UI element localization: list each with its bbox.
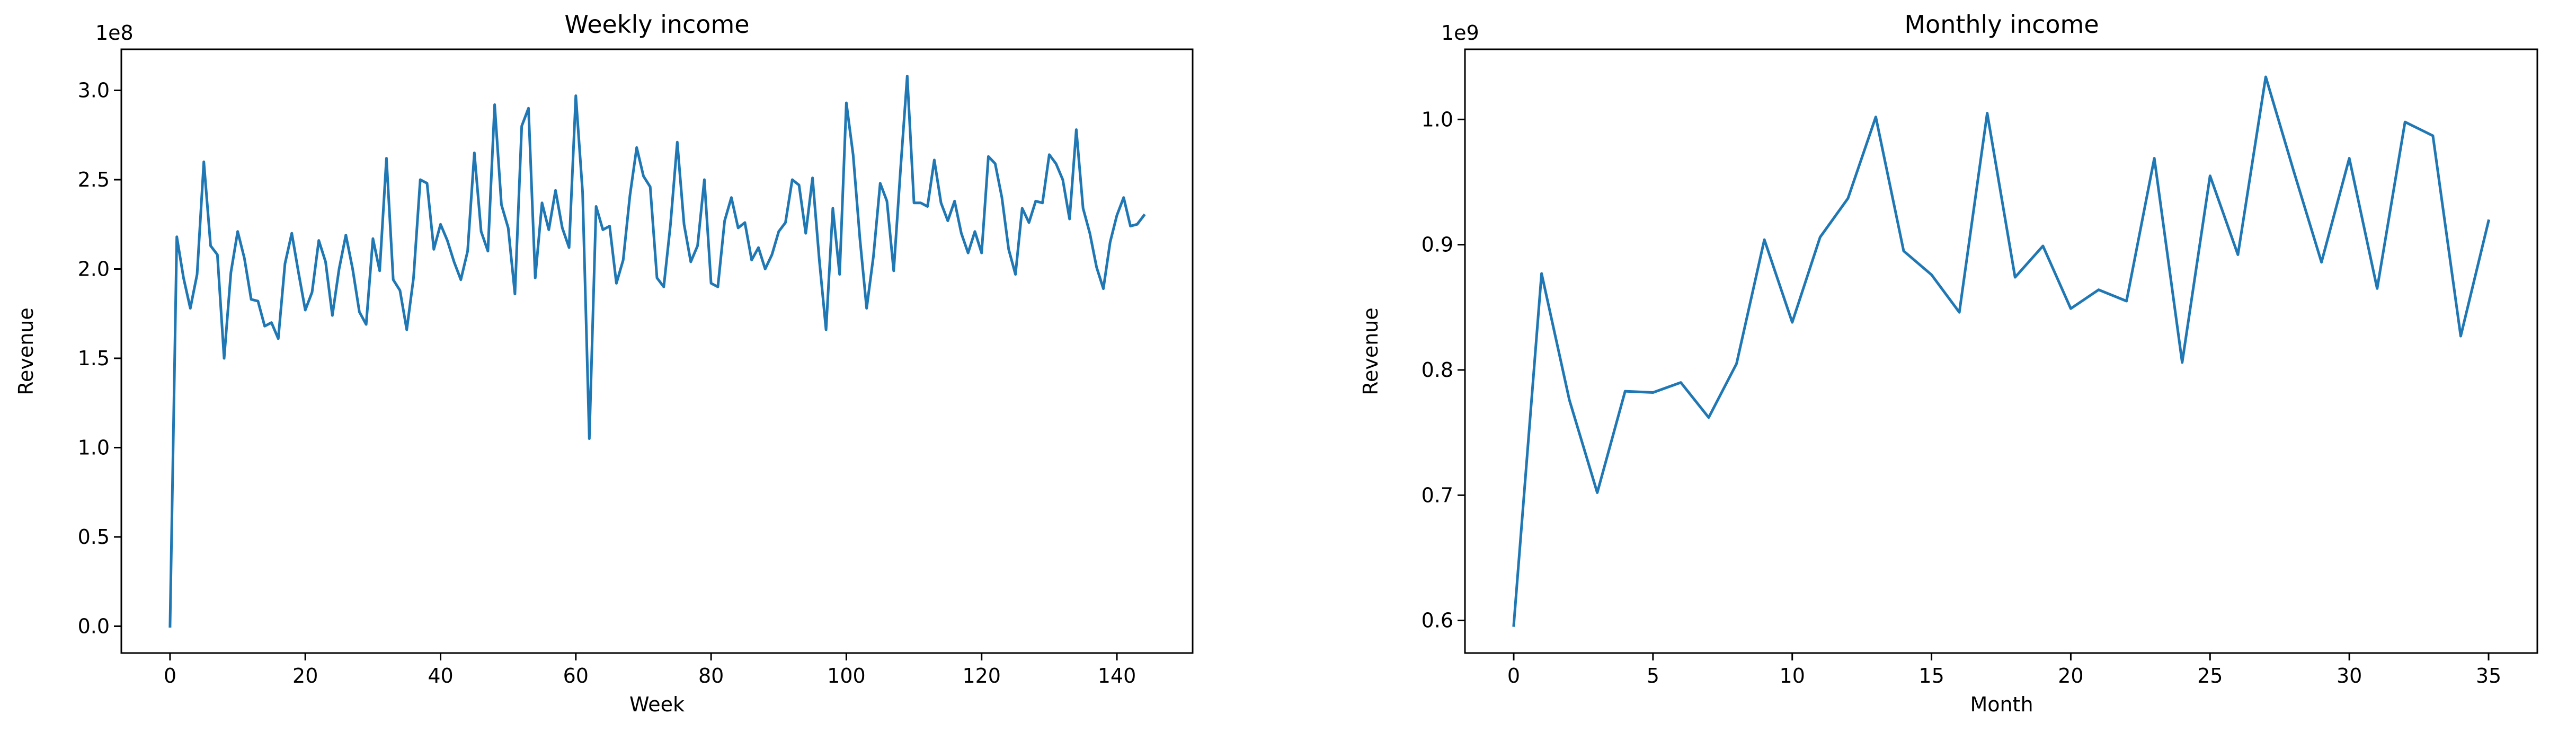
x-tick-label: 30: [2337, 664, 2362, 687]
x-tick-label: 140: [1098, 664, 1136, 687]
y-tick-label: 0.9: [1422, 233, 1453, 257]
x-tick-label: 80: [698, 664, 724, 687]
x-axis-label: Week: [629, 693, 685, 716]
series: [1512, 75, 2491, 627]
x-tick-label: 120: [962, 664, 1001, 687]
y-ticks: 0.6 0.7 0.8 0.9 1.0: [1422, 108, 1465, 632]
y-tick-label: 3.0: [78, 79, 110, 102]
x-tick-label: 20: [292, 664, 318, 687]
y-tick-label: 0.6: [1422, 609, 1453, 632]
monthly-income-chart: Monthly income 1e9 Month Revenue 0 5 10 15 2…: [1359, 10, 2538, 716]
y-tick-label: 1.5: [78, 347, 110, 370]
y-tick-label: 0.7: [1422, 483, 1453, 507]
weekly-income-chart: Weekly income 1e8 Week Revenue 0 20 40 60 80…: [14, 10, 1194, 716]
x-tick-label: 0: [1507, 664, 1520, 687]
x-ticks: 0 20 40 60 80 100 120 140: [164, 653, 1136, 687]
chart-title: Monthly income: [1904, 10, 2099, 39]
y-axis-offset-label: 1e9: [1441, 21, 1479, 45]
x-tick-label: 35: [2476, 664, 2501, 687]
y-tick-label: 2.0: [78, 257, 110, 280]
y-tick-label: 0.0: [78, 614, 110, 638]
x-tick-label: 5: [1647, 664, 1659, 687]
series-line: [1512, 75, 2491, 627]
x-ticks: 0 5 10 15 20 25 30 35: [1507, 653, 2501, 687]
y-tick-label: 1.0: [1422, 108, 1453, 131]
plot-frame: [120, 48, 1194, 654]
y-tick-label: 2.5: [78, 168, 110, 191]
y-tick-label: 0.8: [1422, 358, 1453, 382]
x-tick-label: 10: [1780, 664, 1805, 687]
y-axis-label: Revenue: [1359, 307, 1382, 395]
y-axis-label: Revenue: [14, 307, 38, 395]
y-ticks: 0.0 0.5 1.0 1.5 2.0 2.5 3.0: [78, 79, 121, 638]
x-tick-label: 100: [827, 664, 866, 687]
chart-title: Weekly income: [564, 10, 749, 39]
x-tick-label: 25: [2197, 664, 2223, 687]
y-tick-label: 0.5: [78, 525, 110, 549]
y-axis-offset-label: 1e8: [95, 21, 134, 45]
x-tick-label: 40: [428, 664, 453, 687]
x-tick-label: 20: [2058, 664, 2083, 687]
plot-frame: [1464, 48, 2538, 654]
y-tick-label: 1.0: [78, 436, 110, 459]
x-tick-label: 60: [563, 664, 589, 687]
x-tick-label: 0: [164, 664, 176, 687]
x-axis-label: Month: [1970, 693, 2033, 716]
series-line: [168, 75, 1146, 628]
series: [168, 75, 1146, 628]
x-tick-label: 15: [1918, 664, 1944, 687]
